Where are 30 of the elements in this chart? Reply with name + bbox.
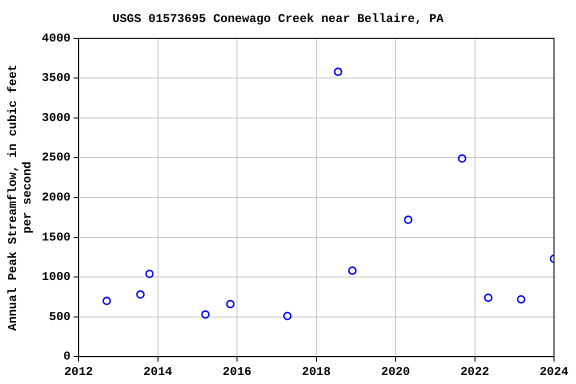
point [136, 290, 145, 299]
y-tick-label: 3000 [42, 110, 71, 125]
x-tick-label: 2022 [460, 364, 490, 379]
point [348, 266, 357, 275]
x-tick-label: 2018 [302, 364, 331, 379]
point [201, 310, 210, 319]
x-tick-label: 2012 [64, 364, 94, 379]
point [458, 154, 466, 163]
point [404, 216, 412, 224]
point [226, 300, 235, 308]
x-tick-label: 2014 [143, 364, 172, 379]
y-tick-label: 0 [63, 350, 71, 364]
point [145, 270, 154, 278]
x-tick-label: 2024 [540, 364, 568, 379]
point [102, 296, 111, 306]
point [484, 293, 492, 302]
y-tick-label: 4000 [42, 31, 71, 46]
point [516, 295, 526, 304]
point [283, 312, 292, 320]
x-tick-label: 2020 [381, 364, 410, 379]
y-tick-label: 1000 [42, 270, 71, 284]
y-tick-label: 2000 [42, 190, 71, 205]
y-tick-label: 1500 [42, 230, 71, 244]
x-tick-label: 2016 [222, 364, 252, 379]
point [334, 68, 342, 76]
chart-title: USGS 01573695 Conewago Creek near Bellaire, PA [112, 12, 444, 26]
y-axis-title: Annual Peak Streamflow, in cubic feet per second [6, 64, 35, 331]
y-tick-label: 500 [48, 310, 71, 324]
y-tick-label: 3500 [42, 71, 71, 86]
y-tick-label: 2500 [42, 150, 71, 165]
